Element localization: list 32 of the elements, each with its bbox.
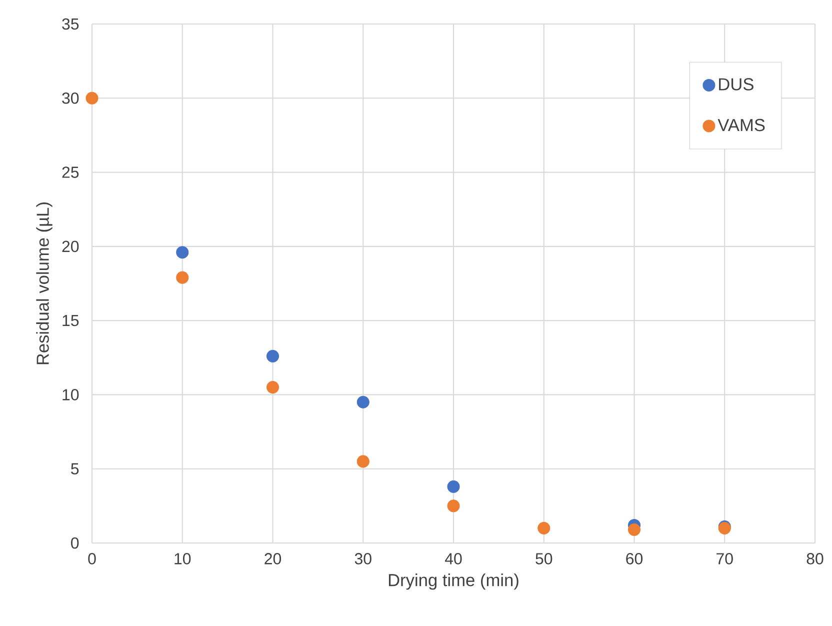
x-tick-label: 60 (626, 553, 643, 564)
point (538, 522, 550, 534)
y-axis-title: Residual volume (µL) (36, 202, 52, 364)
x-axis-title: Drying time (min) (388, 574, 518, 590)
x-tick-label: 70 (716, 553, 733, 564)
x-tick-label: 0 (88, 553, 96, 564)
y-tick-label: 10 (62, 389, 79, 400)
point (628, 523, 641, 536)
x-tick-label: 40 (444, 553, 462, 564)
point (176, 271, 189, 284)
point (266, 381, 280, 394)
y-tick-label: 0 (71, 537, 79, 549)
legend-label: DUS (719, 78, 754, 90)
point (176, 246, 189, 259)
y-tick-label: 30 (62, 92, 79, 104)
point (356, 396, 370, 408)
x-tick-label: 10 (174, 553, 191, 564)
point (447, 480, 460, 493)
point (86, 92, 98, 104)
x-tick-label: 50 (536, 553, 552, 564)
y-tick-label: 20 (62, 240, 79, 252)
y-tick-label: 5 (71, 463, 79, 474)
point (266, 350, 280, 362)
y-tick-label: 25 (62, 166, 79, 178)
y-tick-label: 35 (62, 18, 79, 30)
x-tick-label: 80 (806, 553, 824, 564)
legend-label: VAMS (718, 118, 765, 132)
point (356, 455, 370, 468)
x-tick-label: 20 (264, 553, 282, 564)
x-tick-label: 30 (354, 553, 372, 564)
y-tick-label: 15 (62, 315, 79, 326)
point (447, 500, 460, 512)
